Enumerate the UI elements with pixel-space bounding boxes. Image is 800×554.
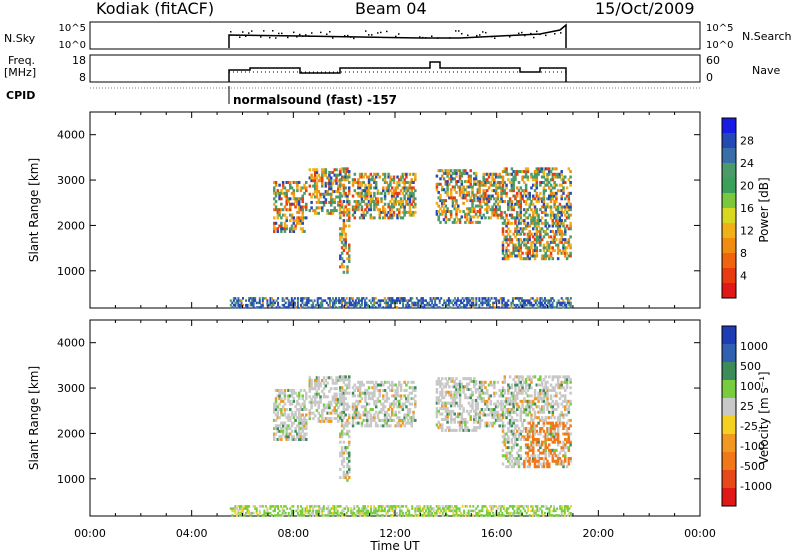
colorbar-tick-label: 16 [740,202,754,215]
cpid-text: normalsound (fast) -157 [233,93,397,107]
colorbar-tick-label: 8 [740,247,747,260]
velocity-axes: 4000 3000 2000 1000 [57,320,701,516]
colorbar-tick-label: 24 [740,157,754,170]
power-axes: 4000 3000 2000 1000 [57,112,701,308]
noise-tick-left-bottom: 10^0 [59,40,86,51]
colorbar-swatch [722,398,736,417]
y-tick-label: 2000 [57,219,85,232]
x-tick-label: 00:00 [74,527,106,540]
freq-tick-top: 18 [72,54,86,67]
colorbar-swatch [722,133,736,149]
power-cbar-label: Power [dB] [757,177,771,242]
colorbar-frame [721,325,737,507]
colorbar-tick-label: 100 [740,380,761,393]
colorbar-frame [721,117,737,299]
nave-label: Nave [752,64,781,77]
noise-tick-right-top: 10^5 [706,23,733,34]
x-tick-label: 12:00 [379,527,411,540]
y-tick-label: 1000 [57,473,85,486]
colorbar-swatch [722,434,736,453]
colorbar-tick-label: 12 [740,225,754,238]
colorbar-tick-label: -25 [740,420,758,433]
colorbar-swatch [722,178,736,194]
x-tick-label: 00:00 [684,527,716,540]
velocity-cbar-label: Velocity [m s⁻¹] [757,371,771,464]
noise-tick-right-bottom: 10^0 [706,40,733,51]
freq-tick-bottom: 8 [79,71,86,84]
velocity-ylabel: Slant Range [km] [27,366,41,470]
colorbar-swatch [722,193,736,209]
x-tick-label: 20:00 [582,527,614,540]
y-tick-label: 1000 [57,265,85,278]
colorbar-swatch [722,223,736,239]
x-tick-label: 08:00 [277,527,309,540]
colorbar-tick-label: 1000 [740,340,768,353]
nave-tick-bottom: 0 [706,71,713,84]
nsky-label: N.Sky [4,32,36,45]
freq-label-line2: [MHz] [4,66,37,79]
colorbar-tick-label: 500 [740,360,761,373]
cpid-label: CPID [6,89,36,102]
colorbar-swatch [722,253,736,269]
power-ylabel: Slant Range [km] [27,158,41,262]
y-tick-label: 3000 [57,174,85,187]
colorbar-tick-label: -500 [740,460,765,473]
colorbar-swatch [722,163,736,179]
freq-label-line1: Freq. [8,54,36,67]
nsearch-label: N.Search [742,30,792,43]
colorbar-tick-label: -100 [740,440,765,453]
colorbar-swatch [722,416,736,435]
colorbar-swatch [722,268,736,284]
colorbar-swatch [722,380,736,399]
colorbar-swatch [722,148,736,164]
colorbar-swatch [722,344,736,363]
power-colorbar: 28 24 20 16 12 8 4 [721,117,754,299]
x-tick-label: 04:00 [176,527,208,540]
colorbar-swatch [722,470,736,489]
colorbar-swatch [722,362,736,381]
cpid-row: normalsound (fast) -157 [90,86,700,107]
noise-tick-left-top: 10^5 [59,23,86,34]
y-tick-label: 2000 [57,427,85,440]
velocity-data-cells [229,375,572,517]
colorbar-swatch [722,238,736,254]
noise-trace [228,23,567,48]
x-axis-label: Time UT [369,539,420,553]
y-tick-label: 4000 [57,337,85,350]
x-tick-labels: 00:00 04:00 08:00 12:00 16:00 20:00 00:00 [74,527,716,540]
y-tick-label: 3000 [57,382,85,395]
nave-tick-top: 60 [706,54,720,67]
colorbar-tick-label: 25 [740,400,754,413]
velocity-colorbar: 1000 500 100 25 -25 -100 -500 -1000 [721,325,772,507]
velocity-panel: 4000 3000 2000 1000 Slant Range [km] 1000 50… [27,319,772,517]
colorbar-swatch [722,118,736,134]
freq-trace [228,61,567,82]
noise-panel: 10^5 10^0 10^5 10^0 [59,21,733,51]
power-data-cells [229,167,572,309]
noise-dots [230,30,562,40]
colorbar-tick-label: 20 [740,180,754,193]
colorbar-tick-label: 28 [740,135,754,148]
freq-panel: 18 8 60 0 [72,54,720,84]
colorbar-tick-label: 4 [740,270,747,283]
colorbar-swatch [722,283,736,299]
colorbar-tick-label: -1000 [740,480,772,493]
station-title: Kodiak (fitACF) [96,0,215,18]
colorbar-swatch [722,488,736,507]
date-title: 15/Oct/2009 [595,0,695,18]
colorbar-swatch [722,208,736,224]
power-panel: 4000 3000 2000 1000 Slant Range [km] 28 24 20… [27,111,771,309]
x-tick-label: 16:00 [481,527,513,540]
colorbar-swatch [722,326,736,345]
y-tick-label: 4000 [57,129,85,142]
colorbar-swatch [722,452,736,471]
beam-title: Beam 04 [355,0,427,18]
